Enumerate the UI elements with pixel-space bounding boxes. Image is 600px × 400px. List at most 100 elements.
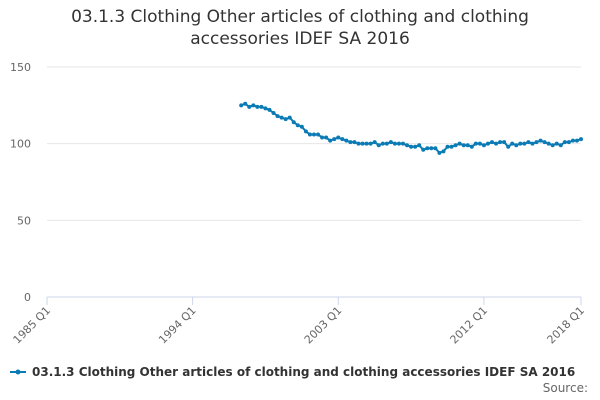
point (433, 146, 438, 151)
point (401, 141, 405, 146)
point (239, 103, 244, 108)
point (324, 135, 329, 140)
point (485, 141, 490, 146)
point (348, 140, 353, 145)
y-tick-label: 100 (10, 138, 31, 151)
point (441, 149, 446, 154)
point (263, 106, 268, 111)
x-tick-label: 2018 Q1 (545, 304, 588, 347)
point (579, 137, 583, 142)
point (558, 143, 563, 148)
point (275, 114, 280, 119)
point (502, 140, 507, 145)
y-tick-label: 150 (10, 61, 31, 74)
point (356, 141, 361, 146)
point (405, 143, 410, 148)
point (312, 132, 316, 137)
point (477, 141, 482, 146)
point (526, 140, 531, 145)
point (518, 141, 523, 146)
point (417, 143, 422, 148)
point (498, 140, 503, 145)
point (546, 141, 551, 146)
point (291, 120, 296, 125)
point (328, 138, 333, 143)
point (243, 101, 248, 106)
point (251, 103, 256, 108)
point (550, 143, 555, 148)
point (522, 141, 527, 146)
point (429, 146, 434, 151)
chart-title: 03.1.3 Clothing Other articles of clothi… (71, 7, 529, 49)
point (490, 140, 494, 145)
point (352, 140, 357, 145)
point (494, 141, 499, 146)
y-tick-label: 50 (17, 214, 31, 227)
point (247, 104, 252, 109)
point (255, 104, 260, 109)
point (307, 132, 312, 137)
point (469, 144, 474, 149)
point (283, 117, 288, 122)
point (360, 141, 365, 146)
point (316, 132, 321, 137)
point (376, 143, 381, 148)
legend-label: 03.1.3 Clothing Other articles of clothi… (32, 365, 575, 379)
point (514, 143, 519, 148)
point (413, 144, 418, 149)
point (530, 141, 535, 146)
x-tick-label: 2003 Q1 (302, 304, 345, 347)
point (364, 141, 369, 146)
point (465, 143, 470, 148)
source: Source: (543, 381, 588, 395)
point (570, 138, 575, 143)
point (336, 135, 341, 140)
point (542, 140, 547, 145)
point (554, 141, 559, 146)
point (534, 140, 539, 145)
point (437, 150, 442, 155)
point (445, 144, 450, 149)
x-tick-label: 1994 Q1 (156, 304, 199, 347)
point (449, 144, 454, 149)
point (409, 144, 414, 149)
point (457, 141, 462, 146)
point (566, 140, 571, 145)
point (340, 137, 345, 142)
point (372, 140, 377, 145)
point (380, 141, 385, 146)
point (344, 138, 349, 143)
point (538, 138, 543, 143)
point (295, 123, 300, 128)
point (271, 111, 276, 115)
point (384, 141, 389, 146)
point (574, 138, 579, 143)
point (267, 107, 272, 112)
point (303, 129, 308, 134)
point (506, 144, 511, 149)
point (259, 104, 264, 109)
point (279, 115, 284, 120)
point (368, 141, 373, 146)
point (320, 135, 325, 140)
point (392, 141, 397, 146)
point (396, 141, 401, 146)
point (481, 143, 486, 148)
point (510, 141, 515, 146)
x-tick-label: 1985 Q1 (11, 304, 54, 347)
y-tick-label: 0 (24, 291, 31, 304)
point (461, 143, 466, 148)
legend-marker (15, 369, 21, 375)
point (332, 137, 337, 142)
point (453, 143, 458, 148)
point (562, 140, 567, 145)
point (299, 124, 304, 129)
point (388, 140, 393, 145)
point (473, 141, 478, 146)
point (421, 147, 426, 152)
point (287, 115, 292, 120)
point (425, 146, 430, 151)
x-tick-label: 2012 Q1 (447, 304, 490, 347)
